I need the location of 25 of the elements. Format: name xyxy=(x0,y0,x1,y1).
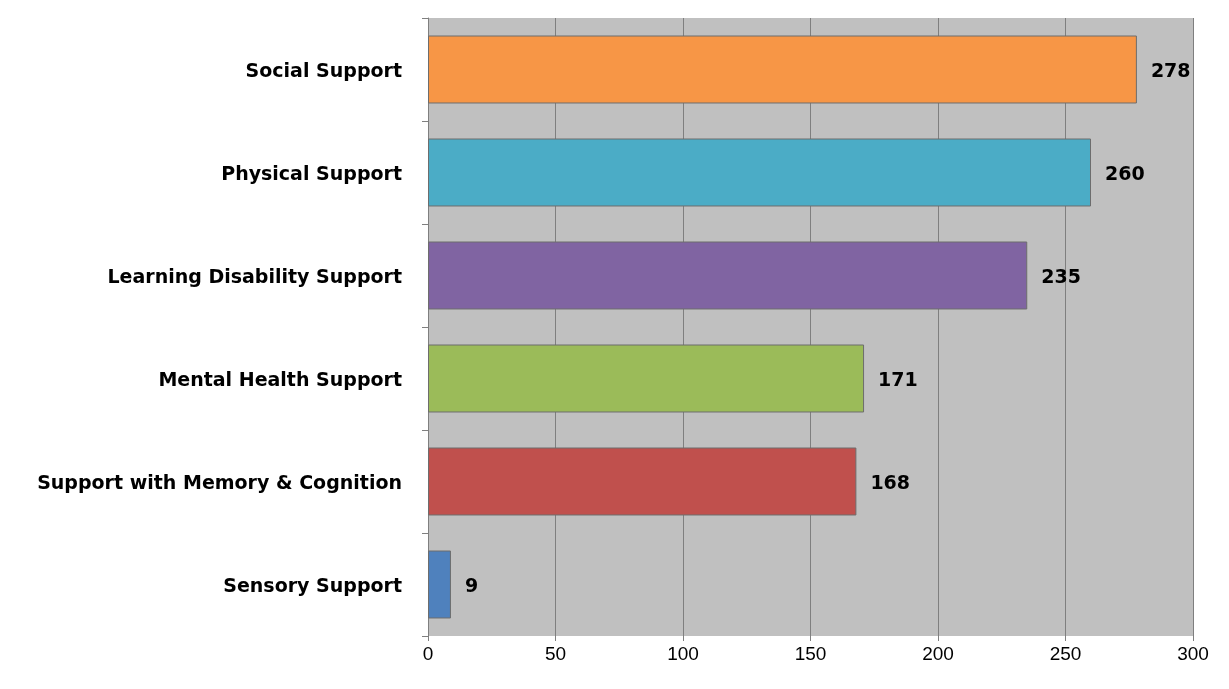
bar xyxy=(428,344,865,413)
x-tick-label: 150 xyxy=(794,643,827,664)
data-label: 278 xyxy=(1150,58,1191,81)
x-tick-label: 0 xyxy=(422,643,434,664)
y-tick-label: Sensory Support xyxy=(223,573,402,596)
bar xyxy=(428,550,451,619)
x-tick-label: 250 xyxy=(1049,643,1082,664)
bar xyxy=(428,447,857,516)
y-tick-label: Support with Memory & Cognition xyxy=(37,470,402,493)
data-label: 260 xyxy=(1105,161,1145,184)
y-tick-label: Learning Disability Support xyxy=(107,264,402,287)
data-label: 9 xyxy=(464,573,479,596)
y-tick-label: Social Support xyxy=(245,58,402,81)
data-label: 171 xyxy=(878,367,918,390)
x-tick-label: 200 xyxy=(922,643,954,664)
bar xyxy=(428,138,1091,207)
bar xyxy=(428,35,1137,104)
x-tick-label: 50 xyxy=(544,643,567,664)
data-label: 168 xyxy=(870,470,911,493)
bar xyxy=(428,241,1028,310)
data-label: 235 xyxy=(1041,264,1081,287)
x-tick-label: 300 xyxy=(1177,643,1209,664)
x-tick-label: 100 xyxy=(667,643,699,664)
y-tick-label: Physical Support xyxy=(221,161,402,184)
y-tick-label: Mental Health Support xyxy=(158,367,402,390)
